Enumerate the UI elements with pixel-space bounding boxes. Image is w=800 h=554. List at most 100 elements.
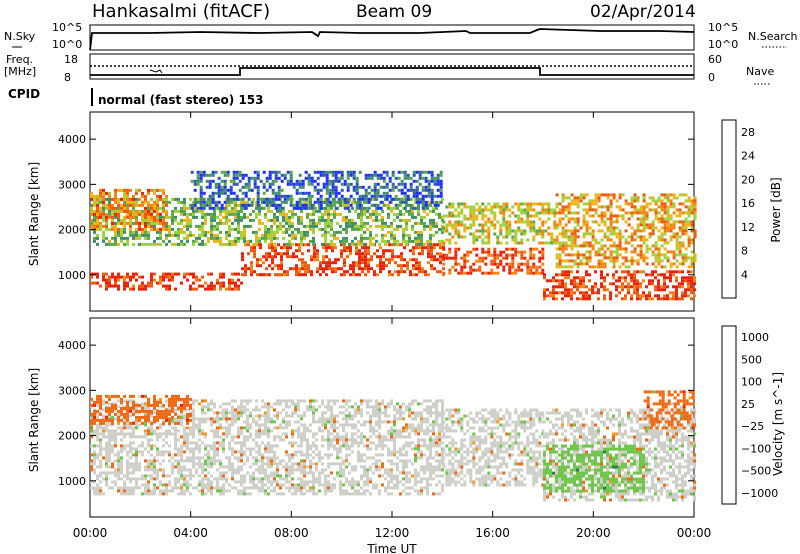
power-cell: [105, 284, 108, 288]
power-cell: [105, 281, 108, 285]
power-cell: [517, 202, 521, 206]
power-cell: [364, 191, 368, 195]
velocity-cell: [261, 432, 264, 436]
power-cell: [171, 275, 174, 279]
power-cell: [325, 182, 329, 186]
power-cell: [216, 224, 219, 228]
power-cell: [147, 284, 150, 288]
power-cell: [672, 211, 676, 215]
power-cell: [147, 209, 150, 213]
power-cell: [229, 179, 233, 183]
power-cell: [378, 218, 381, 222]
velocity-cell: [276, 411, 279, 415]
power-cell: [684, 223, 688, 227]
velocity-cell: [264, 471, 267, 475]
power-cell: [663, 282, 666, 286]
power-cell: [576, 220, 580, 224]
power-cell: [684, 291, 687, 295]
power-cell: [612, 193, 616, 197]
velocity-cell: [273, 477, 276, 481]
power-cell: [198, 233, 201, 237]
freq-trace: [90, 67, 694, 76]
power-cell: [624, 276, 627, 280]
velocity-cell: [138, 462, 141, 466]
power-cell: [621, 247, 625, 251]
power-cell: [415, 170, 419, 174]
power-cell: [421, 194, 425, 198]
power-cell: [150, 197, 153, 201]
power-cell: [264, 230, 267, 234]
power-cell: [403, 258, 406, 262]
power-cell: [322, 261, 325, 265]
power-cell: [493, 202, 497, 206]
power-cell: [135, 236, 138, 240]
velocity-cell: [255, 408, 258, 412]
power-cell: [555, 202, 559, 206]
velocity-cell: [243, 477, 246, 481]
power-cell: [183, 230, 186, 234]
velocity-cell: [207, 444, 210, 448]
velocity-cell: [135, 447, 138, 451]
velocity-cell: [120, 456, 123, 460]
power-cell: [681, 193, 685, 197]
power-cell: [288, 242, 291, 246]
power-cell: [663, 202, 667, 206]
power-cell: [90, 209, 93, 213]
velocity-cell: [219, 462, 222, 466]
power-cell: [372, 218, 375, 222]
power-cell: [349, 170, 353, 174]
power-cell: [382, 170, 386, 174]
velocity-cell: [114, 459, 117, 463]
power-cell: [196, 170, 200, 174]
power-cell: [411, 239, 414, 243]
power-cell: [259, 258, 262, 262]
power-cell: [174, 218, 177, 222]
power-cell: [232, 197, 236, 201]
power-cell: [132, 215, 135, 219]
power-cell: [262, 185, 266, 189]
power-cell: [291, 224, 294, 228]
power-cell: [93, 239, 96, 243]
power-cell: [255, 200, 258, 204]
velocity-cell: [108, 429, 111, 433]
power-cell: [558, 223, 562, 227]
power-cell: [684, 193, 688, 197]
power-cell: [196, 173, 200, 177]
power-cell: [396, 242, 399, 246]
velocity-cell: [177, 453, 180, 457]
power-cell: [271, 182, 275, 186]
power-cell: [502, 214, 506, 218]
power-cell: [588, 265, 592, 269]
power-cell: [177, 221, 180, 225]
velocity-cell: [210, 483, 213, 487]
power-cell: [153, 215, 156, 219]
velocity-cell: [147, 429, 150, 433]
velocity-cell: [123, 480, 126, 484]
power-cell: [303, 233, 306, 237]
power-cell: [165, 227, 168, 231]
velocity-cell: [270, 459, 273, 463]
power-cell: [378, 242, 381, 246]
power-cell: [223, 173, 227, 177]
power-cell: [283, 246, 286, 250]
velocity-cell: [246, 447, 249, 451]
velocity-cell: [177, 480, 180, 484]
power-cell: [390, 236, 393, 240]
velocity-cell: [231, 423, 234, 427]
power-cell: [177, 197, 180, 201]
power-cell: [606, 238, 610, 242]
velocity-cell: [105, 474, 108, 478]
power-cell: [313, 255, 316, 259]
velocity-cell: [222, 465, 225, 469]
velocity-cell: [129, 492, 132, 496]
power-cell: [393, 233, 396, 237]
velocity-cell: [132, 453, 135, 457]
velocity-cell: [216, 414, 219, 418]
power-cell: [337, 170, 341, 174]
power-cell: [367, 261, 370, 265]
power-cell: [481, 229, 485, 233]
velocity-cell: [234, 399, 237, 403]
power-cell: [279, 209, 282, 213]
power-cell: [286, 182, 290, 186]
power-cell: [612, 241, 616, 245]
